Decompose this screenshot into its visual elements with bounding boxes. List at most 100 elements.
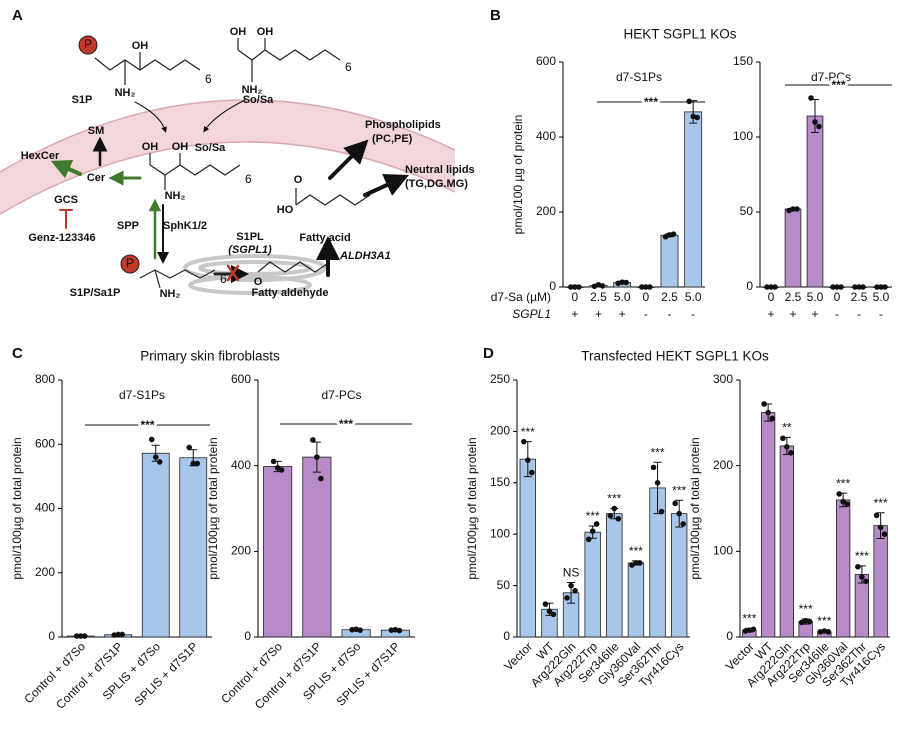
data-point (572, 284, 578, 290)
data-point (593, 521, 600, 527)
y-tick-label: 200 (713, 458, 733, 472)
label: HexCer (21, 150, 60, 162)
x-tick-label: 0 (571, 290, 578, 304)
x-tick-label: - (835, 307, 839, 321)
label: Genz-123346 (28, 232, 95, 244)
panel-label: B (490, 7, 501, 24)
data-point (186, 444, 193, 451)
data-point (676, 510, 682, 517)
y-tick-label: 200 (536, 204, 556, 218)
significance-label: *** (874, 496, 888, 510)
x-tick-label: + (595, 307, 602, 321)
data-point (115, 631, 122, 638)
data-point (672, 500, 678, 507)
data-point (874, 284, 880, 290)
atom: NH₂ (165, 190, 186, 202)
data-point (77, 633, 84, 639)
x-tick-label: 5.0 (807, 290, 824, 304)
y-axis-label: pmol/100µg of total protein (465, 437, 479, 579)
group-title: HEKT SGPL1 KOs (623, 27, 736, 42)
data-point (639, 284, 645, 290)
atom: OH (230, 26, 247, 38)
data-point (314, 454, 320, 460)
x-tick-label: 2.5 (785, 290, 802, 304)
data-point (643, 284, 649, 290)
y-tick-label: 300 (713, 372, 733, 386)
group-title: Transfected HEKT SGPL1 KOs (581, 349, 769, 364)
y-tick-label: 600 (536, 54, 556, 68)
bar (141, 452, 170, 638)
y-tick-label: 100 (733, 129, 753, 143)
data-point (615, 515, 622, 522)
y-tick-label: 200 (490, 424, 510, 438)
label: S1P (72, 94, 93, 106)
data-point (156, 459, 163, 465)
data-point (794, 206, 800, 212)
atom: NH₂ (160, 288, 181, 300)
data-point (790, 206, 796, 212)
x-tick-label: + (619, 307, 626, 321)
panel-label: D (483, 345, 494, 362)
y-axis-label: pmol/100 µg of protein (511, 115, 525, 235)
y-tick-label: 50 (497, 578, 511, 592)
data-point (769, 415, 775, 422)
data-point (633, 560, 639, 566)
atom: NH₂ (242, 84, 263, 96)
significance-label: *** (836, 476, 850, 490)
y-axis-label: pmol/100µg of total protein (688, 437, 702, 579)
atom: P (126, 256, 134, 270)
label: SPP (117, 220, 139, 232)
panel-label: A (12, 7, 23, 24)
y-tick-label: 400 (35, 501, 55, 515)
bar (519, 458, 536, 638)
label: S1PL (236, 231, 264, 243)
data-point (585, 536, 592, 543)
bar (584, 531, 601, 638)
y-tick-label: 150 (490, 475, 510, 489)
atom: O (294, 174, 303, 186)
data-point (750, 626, 757, 633)
data-point (670, 231, 677, 237)
data-point (357, 627, 363, 633)
data-point (521, 438, 527, 445)
bar (660, 234, 679, 288)
data-point (654, 480, 661, 486)
atom: 6 (205, 72, 212, 86)
y-tick-label: 0 (48, 629, 55, 643)
data-point (568, 582, 574, 589)
data-point (611, 505, 618, 512)
data-point (806, 618, 813, 625)
significance-label: *** (799, 602, 813, 616)
significance-label: ** (782, 421, 792, 435)
x-row-label: SGPL1 (512, 307, 551, 321)
atom: 6 (245, 172, 252, 186)
data-point (840, 498, 846, 505)
panel-label: C (12, 345, 23, 362)
data-point (788, 450, 794, 456)
data-point (768, 284, 774, 290)
x-tick-label: Vector (501, 639, 535, 673)
data-point (852, 284, 858, 290)
label: Phospholipids (365, 119, 441, 131)
bar (179, 457, 208, 638)
atom: HO (277, 204, 294, 216)
label: (TG,DG.MG) (405, 178, 468, 190)
data-point (564, 595, 570, 601)
data-point (525, 457, 531, 463)
x-tick-label: + (571, 307, 578, 321)
y-tick-label: 800 (35, 372, 55, 386)
data-point (808, 95, 814, 101)
data-point (658, 508, 665, 515)
data-point (784, 444, 790, 450)
bar (806, 115, 824, 288)
label: ALDH3A1 (339, 250, 391, 262)
label: So/Sa (195, 142, 226, 154)
bar (302, 456, 332, 638)
x-tick-label: 0 (834, 290, 841, 304)
y-tick-label: 250 (490, 372, 510, 386)
data-point (825, 629, 832, 635)
data-point (856, 284, 862, 290)
data-point (637, 560, 643, 566)
data-point (877, 524, 884, 531)
